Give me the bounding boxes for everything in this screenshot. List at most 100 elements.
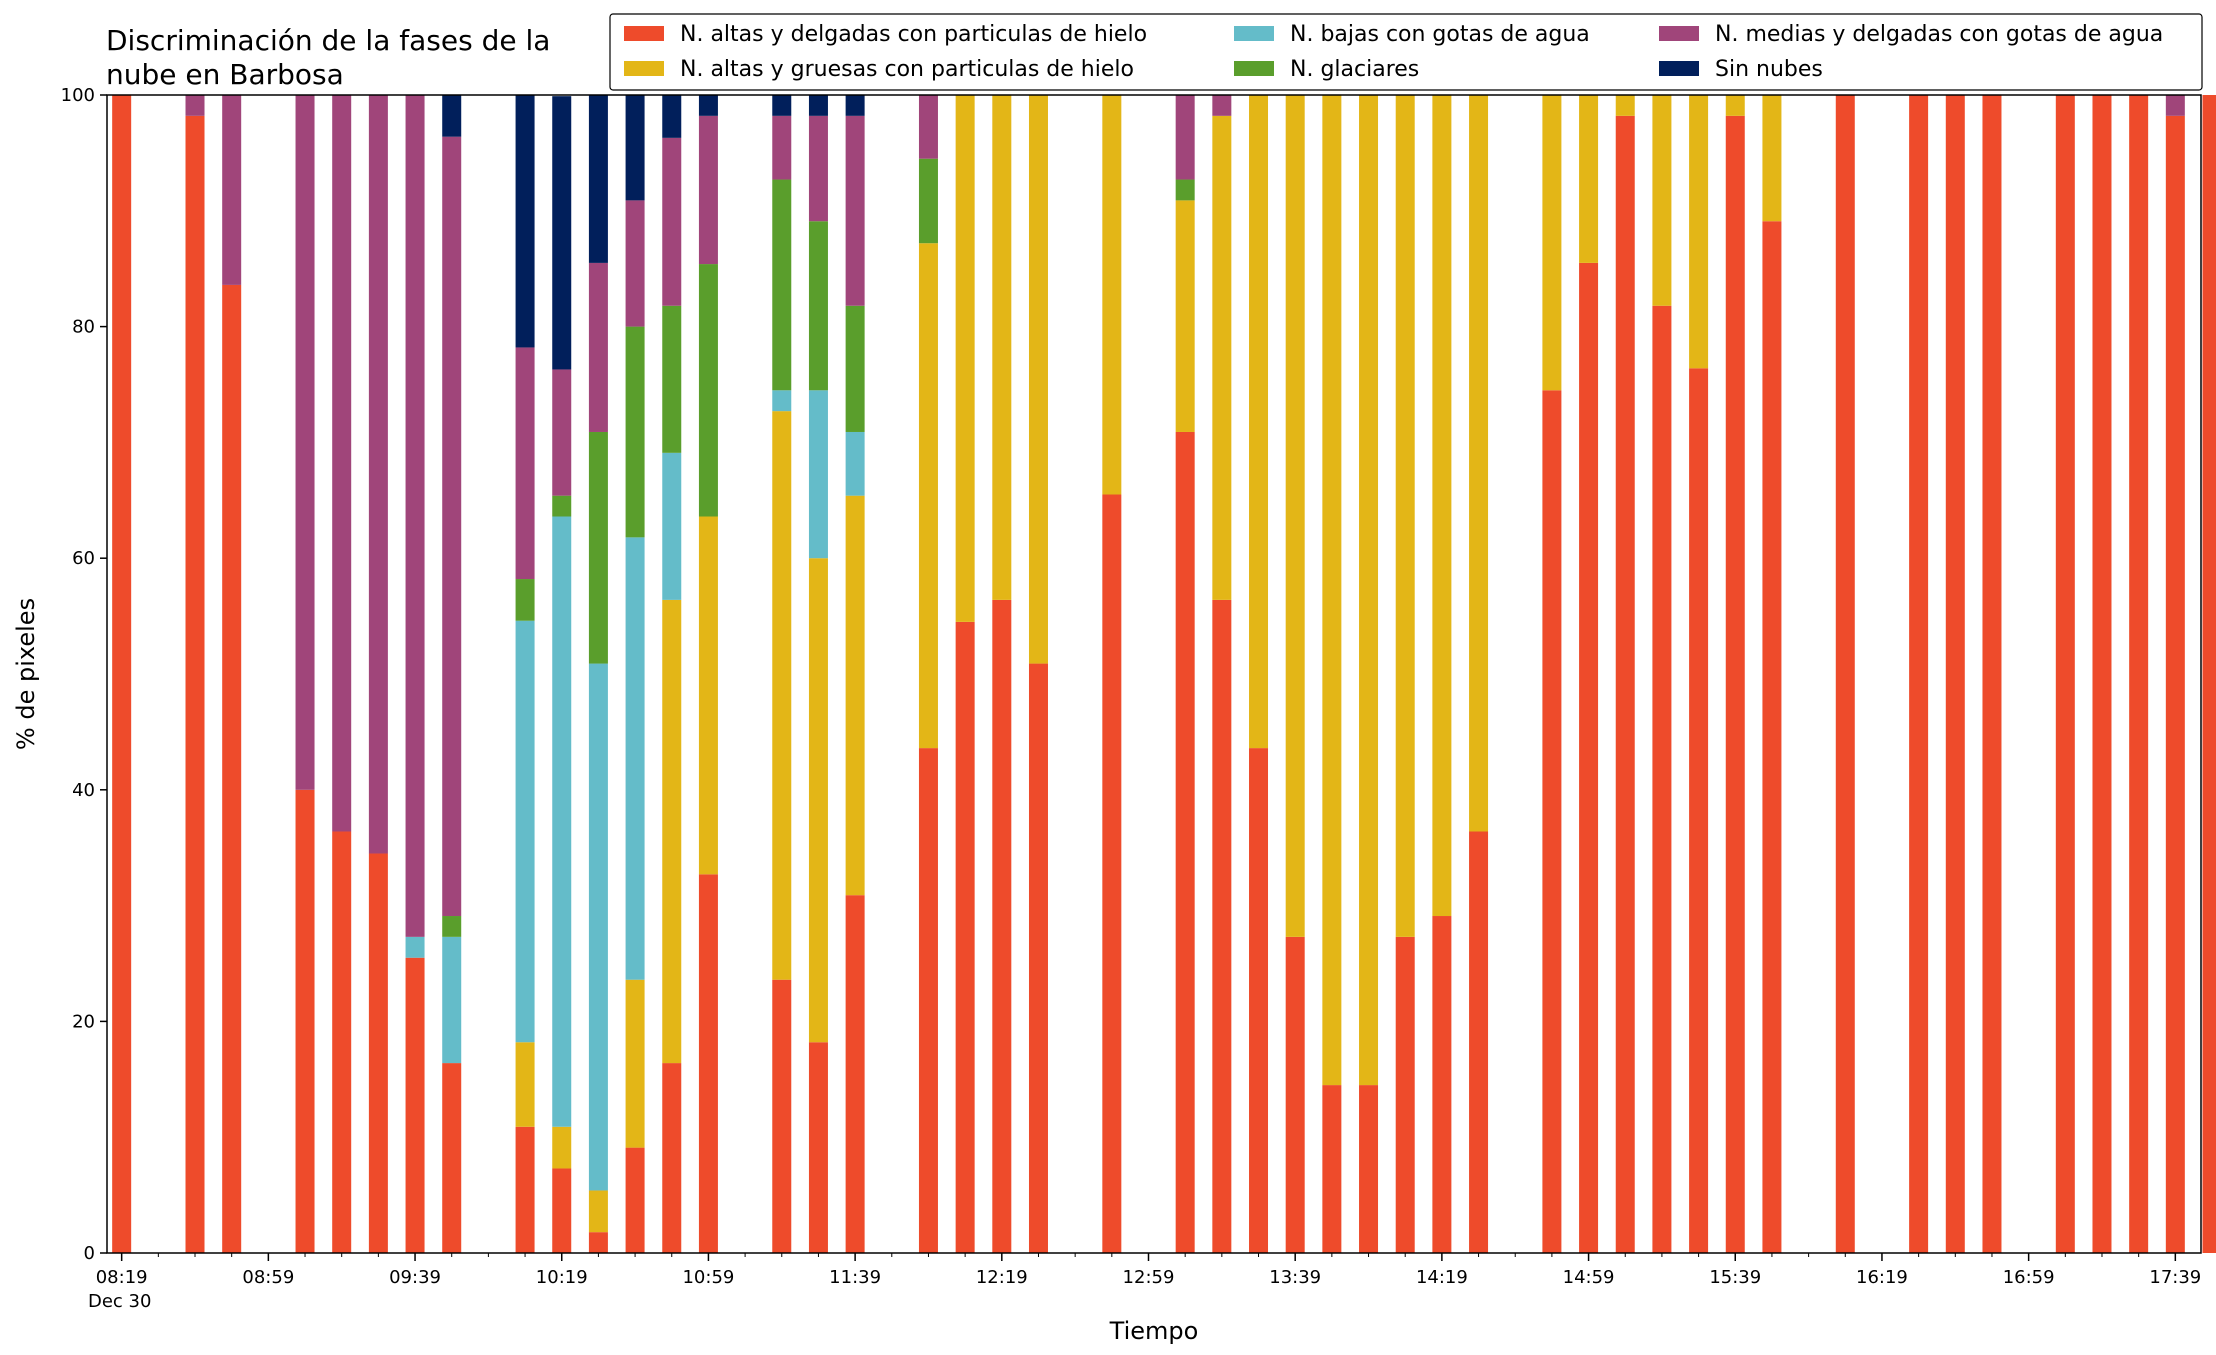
bar-segment-22-0 [1175,431,1195,1254]
bar-segment-11-3 [625,326,645,538]
bar-segment-7-3 [442,916,462,937]
bar-segment-7-4 [442,136,462,917]
legend-swatch-3 [1234,61,1274,76]
bar-segment-8-0 [515,1126,535,1253]
x-tick-label-8: 13:39 [1269,1267,1321,1288]
bar-segment-18-0 [955,621,975,1253]
bar-segment-24-1 [1249,95,1269,749]
y-tick-label-1: 20 [72,1011,95,1032]
legend-swatch-1 [624,61,664,76]
bar-segment-1-4 [185,95,205,116]
bar-segment-23-4 [1212,95,1232,116]
y-tick-label-2: 40 [72,780,95,801]
bar-segment-23-0 [1212,599,1232,1253]
legend: N. altas y delgadas con particulas de hi… [609,13,2203,91]
bar-segment-6-2 [405,936,425,958]
bar-segment-45-0 [2165,115,2185,1254]
bar-segment-29-0 [1432,916,1452,1253]
bar-segment-6-4 [405,95,425,937]
bar-segment-19-1 [992,95,1012,600]
bar-segment-43-0 [2092,95,2112,1253]
bar-segment-11-5 [625,95,645,201]
bar-segment-12-5 [662,95,682,138]
bar-segment-8-1 [515,1042,535,1127]
bar-segment-14-1 [772,411,792,980]
bar-segment-32-0 [1579,262,1599,1253]
x-tick-label-3: 10:19 [536,1267,588,1288]
y-axis: 0 20 40 60 80 100 [61,85,107,1264]
bar-segment-9-2 [552,516,572,1127]
bar-segment-27-0 [1359,1085,1379,1253]
bar-segment-17-3 [918,158,938,244]
bar-segment-6-0 [405,957,425,1253]
bar-segment-9-3 [552,495,572,517]
legend-label-4: N. medias y delgadas con gotas de agua [1715,22,2163,47]
bar-segment-9-5 [552,96,572,370]
bar-segment-11-4 [625,200,645,327]
bar-segment-18-1 [955,95,975,622]
bar-segment-44-0 [2129,95,2149,1253]
bar-segment-31-0 [1542,390,1562,1253]
bar-segment-30-0 [1469,831,1489,1253]
bar-segment-17-4 [918,95,938,159]
bar-segment-8-2 [515,620,535,1043]
bar-segment-12-2 [662,452,682,600]
bar-segment-14-0 [772,979,792,1253]
bar-segment-4-4 [332,95,352,832]
legend-swatch-4 [1659,26,1699,41]
bar-segment-13-3 [698,264,718,517]
bar-stacks [112,95,2216,1254]
x-tick-label-13: 16:59 [2003,1267,2055,1288]
plot-frame [106,94,2202,1254]
y-tick-label-4: 80 [72,317,95,338]
x-tick-label-5: 11:39 [829,1267,881,1288]
x-tick-label-12: 16:19 [1856,1267,1908,1288]
x-tick-label-6: 12:19 [976,1267,1028,1288]
x-axis-date-label: Dec 30 [88,1291,151,1312]
bar-segment-28-0 [1395,936,1415,1253]
bar-segment-16-3 [845,305,865,432]
bar-segment-7-0 [442,1063,462,1253]
x-tick-label-11: 15:39 [1709,1267,1761,1288]
x-tick-label-14: 17:39 [2149,1267,2201,1288]
bar-segment-21-1 [1102,95,1122,495]
x-tick-label-7: 12:59 [1123,1267,1175,1288]
bar-segment-34-1 [1652,95,1672,306]
bar-segment-7-2 [442,936,462,1064]
bar-segment-9-0 [552,1168,572,1253]
bar-segment-22-1 [1175,200,1195,432]
legend-label-0: N. altas y delgadas con particulas de hi… [680,22,1147,47]
x-tick-label-2: 09:39 [389,1267,441,1288]
bar-segment-11-0 [625,1147,645,1253]
legend-label-1: N. altas y gruesas con particulas de hie… [680,57,1134,82]
y-tick-label-0: 0 [84,1243,95,1264]
bar-segment-7-5 [442,95,462,137]
bar-segment-17-1 [918,243,938,749]
bar-segment-13-4 [698,115,718,265]
bar-segment-12-4 [662,137,682,306]
bar-segment-10-1 [588,1190,608,1233]
y-axis-title: % de pixeles [12,598,40,750]
bar-segment-11-2 [625,537,645,980]
bar-segment-16-5 [845,95,865,116]
bar-segment-17-0 [918,748,938,1253]
bar-segment-13-1 [698,516,718,875]
bar-segment-1-0 [185,115,205,1254]
bar-segment-39-0 [1909,95,1929,1253]
bar-segment-10-4 [588,262,608,432]
x-tick-label-10: 14:59 [1563,1267,1615,1288]
bar-segment-10-0 [588,1232,608,1253]
legend-label-2: N. bajas con gotas de agua [1290,22,1590,47]
bar-segment-40-0 [1945,95,1965,1253]
bar-segment-14-2 [772,390,792,412]
bar-segment-8-3 [515,579,535,621]
bar-segment-31-1 [1542,95,1562,391]
bar-segment-42-0 [2055,95,2075,1253]
bar-segment-37-0 [1762,221,1782,1254]
bar-segment-9-4 [552,369,572,496]
bar-segment-32-1 [1579,95,1599,263]
bar-segment-15-3 [808,221,828,391]
bar-segment-8-4 [515,347,535,580]
bar-segment-4-0 [332,831,352,1253]
legend-swatch-5 [1659,61,1699,76]
